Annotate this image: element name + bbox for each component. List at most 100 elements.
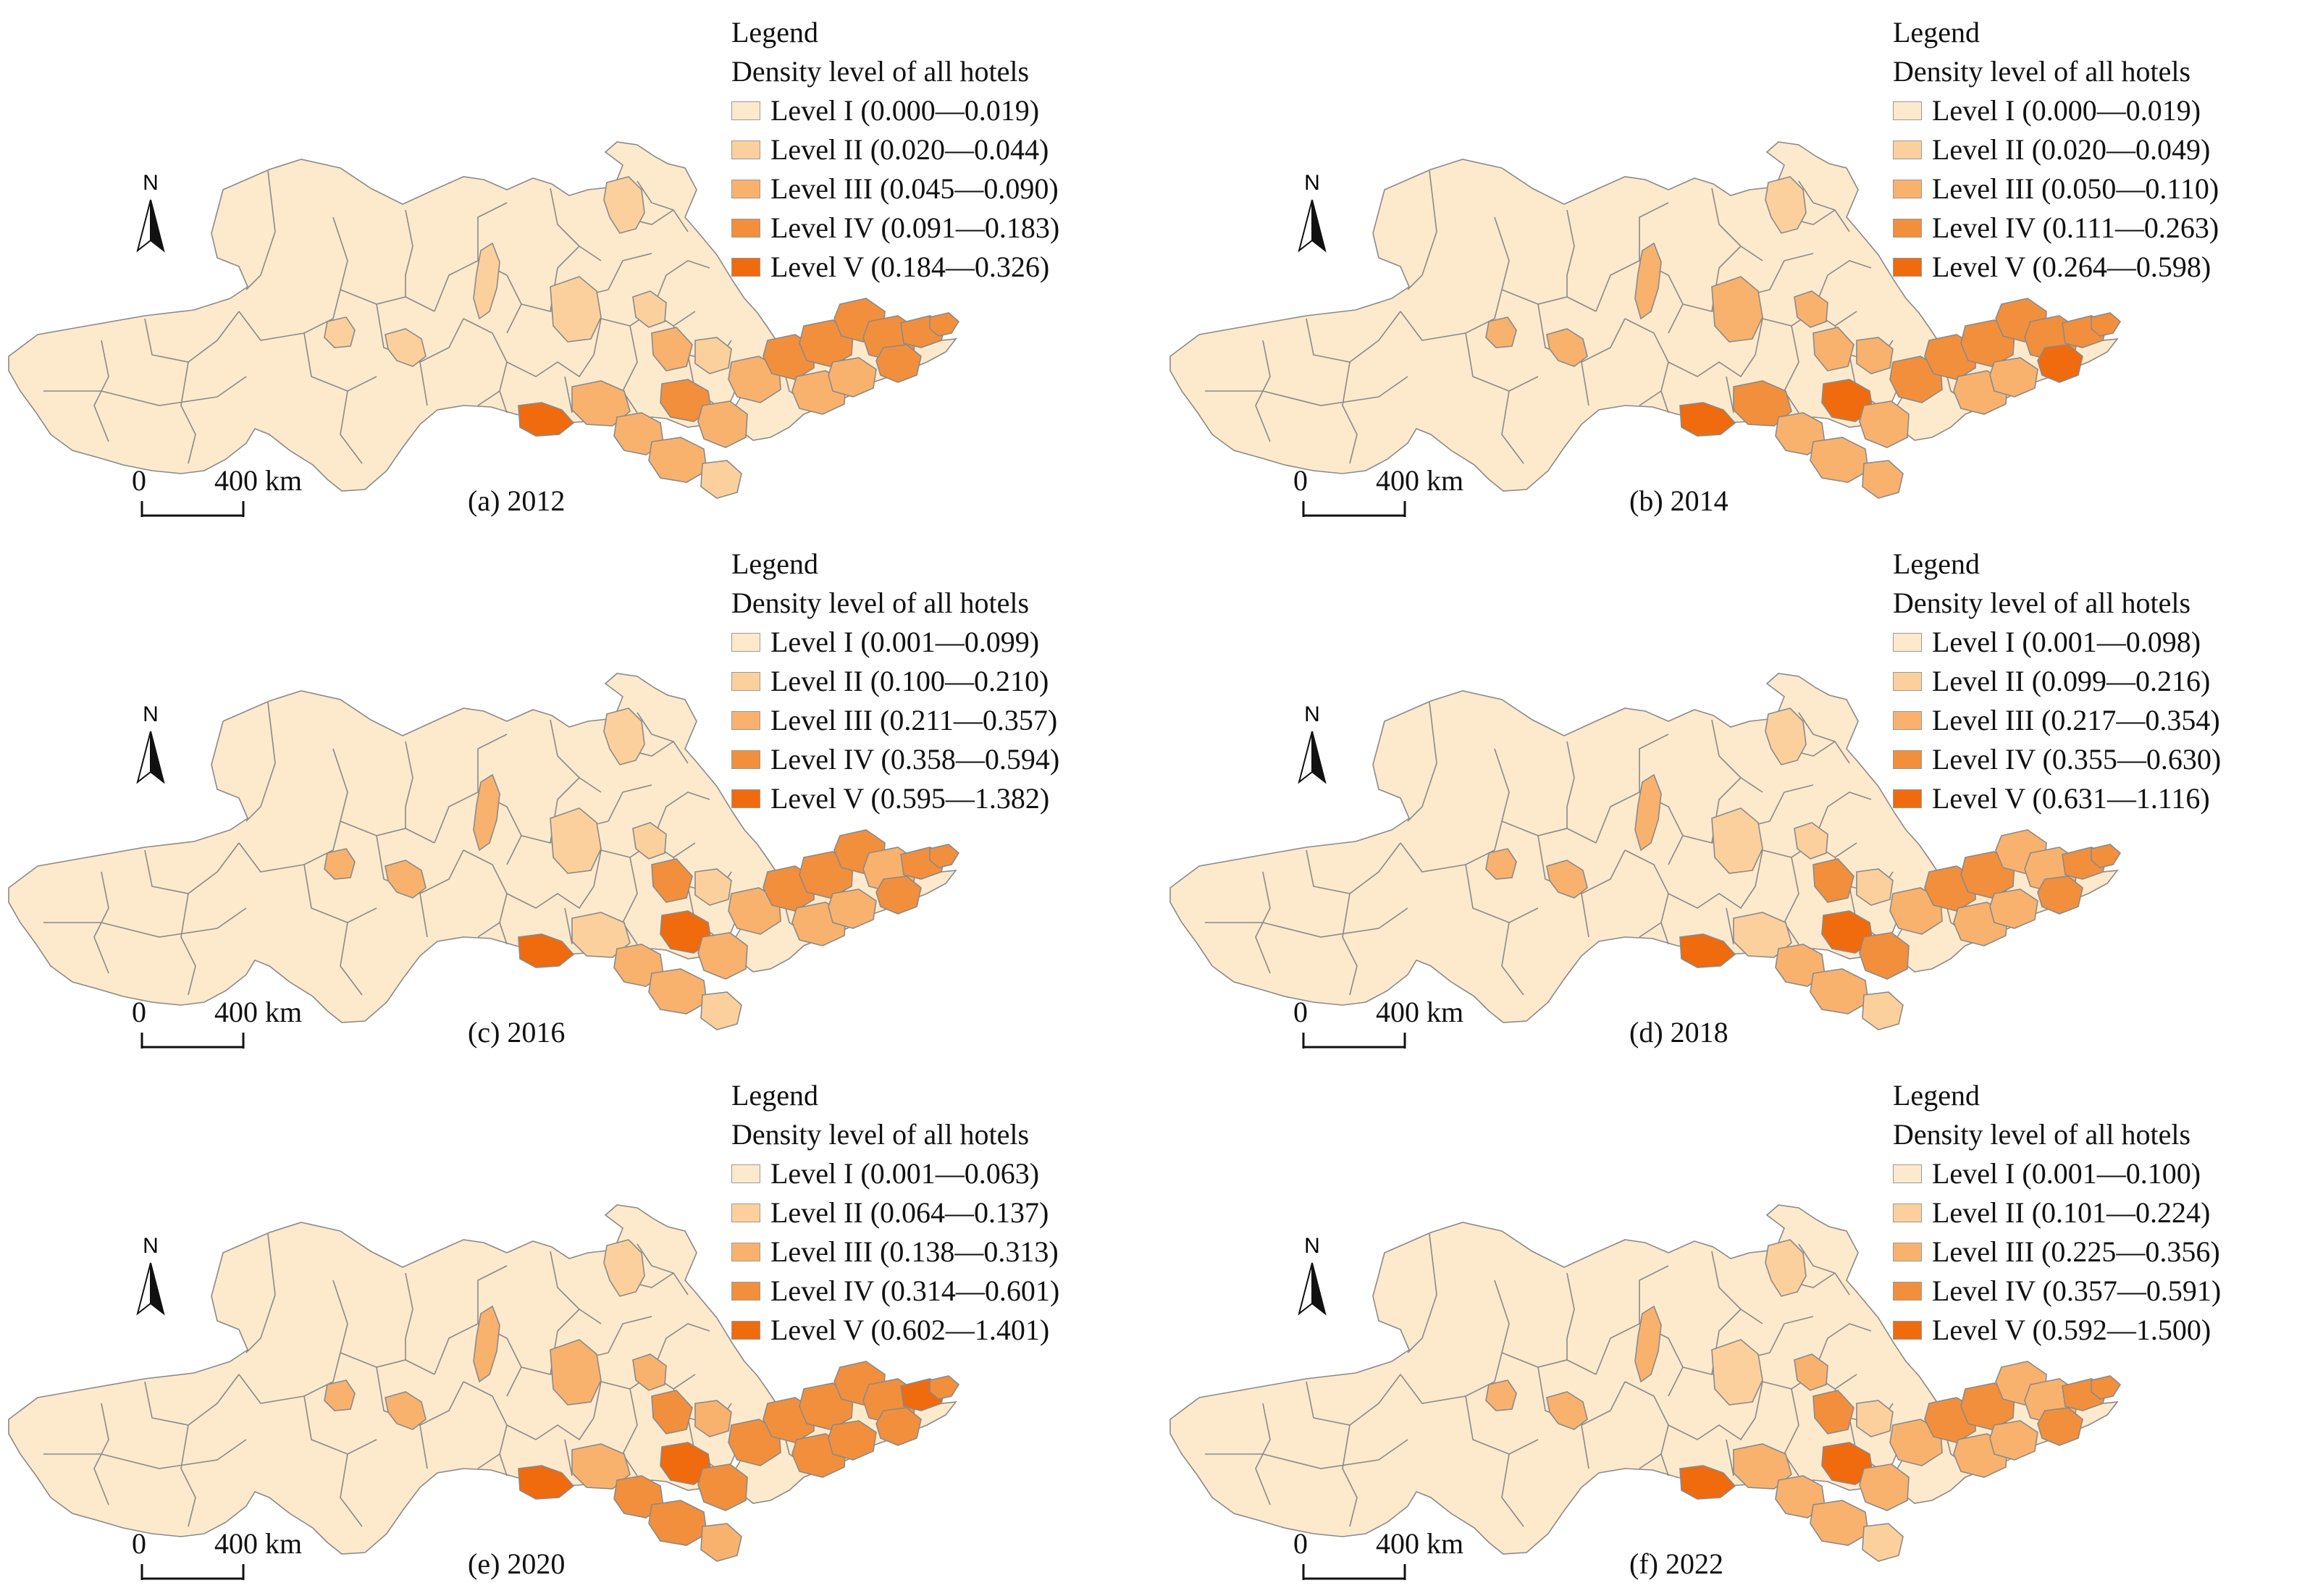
scale-bar — [1302, 1564, 1406, 1580]
legend-swatch — [731, 1204, 760, 1222]
legend-item-level-1: Level I (0.000—0.019) — [1893, 91, 2219, 130]
region-north-shaanxi — [1711, 276, 1763, 343]
legend-item-level-3: Level III (0.217—0.354) — [1893, 701, 2221, 740]
scale-zero-label: 0 — [1293, 464, 1308, 497]
north-arrow-label: N — [1304, 1234, 1320, 1258]
legend-label: Level IV (0.314—0.601) — [770, 1274, 1060, 1307]
north-arrow-left-icon — [136, 731, 151, 784]
scale-zero-label: 0 — [132, 464, 146, 497]
legend-label: Level II (0.020—0.044) — [770, 133, 1049, 166]
legend-label: Level IV (0.111—0.263) — [1932, 211, 2219, 244]
region-central-shanxi — [1812, 858, 1854, 903]
north-arrow-left-icon — [1298, 731, 1313, 784]
region-hohhot — [1765, 1239, 1807, 1297]
panel-caption: (d) 2018 — [1629, 1016, 1728, 1049]
region-weihai — [2091, 312, 2122, 337]
legend-item-level-5: Level V (0.602—1.401) — [731, 1311, 1059, 1350]
region-taiyuan — [1794, 822, 1828, 860]
choropleth-map: N — [8, 1204, 960, 1580]
region-henan-far-south — [1862, 460, 1904, 499]
legend: Legend Density level of all hotels Level… — [1893, 13, 2219, 287]
north-arrow-label: N — [1304, 171, 1320, 195]
legend-swatch — [1893, 219, 1922, 238]
legend-item-level-2: Level II (0.101—0.224) — [1893, 1193, 2221, 1232]
region-lanzhou — [385, 328, 427, 367]
region-taiyuan — [1794, 1353, 1828, 1391]
region-hohhot — [603, 1239, 645, 1297]
region-henan-far-south — [1862, 991, 1904, 1030]
region-north-shaanxi — [550, 1339, 602, 1406]
region-qinghai-east — [1485, 848, 1517, 880]
scale-bar — [140, 1564, 245, 1580]
legend-item-level-5: Level V (0.631—1.116) — [1893, 779, 2221, 818]
legend: Legend Density level of all hotels Level… — [731, 545, 1059, 818]
scale-zero-label: 0 — [132, 1527, 146, 1560]
north-arrow-left-icon — [136, 199, 151, 253]
region-ningxia — [1634, 1305, 1662, 1383]
region-shandong-west — [1889, 356, 1943, 403]
legend-item-level-4: Level IV (0.357—0.591) — [1893, 1272, 2221, 1311]
legend-label: Level V (0.595—1.382) — [770, 782, 1050, 815]
legend-swatch — [731, 789, 760, 808]
scale-bar — [1302, 501, 1406, 517]
legend-item-level-2: Level II (0.100—0.210) — [731, 662, 1059, 701]
legend: Legend Density level of all hotels Level… — [1893, 1076, 2221, 1350]
legend-swatch — [1893, 633, 1922, 652]
choropleth-map: N — [1169, 673, 2122, 1049]
legend-swatch — [1893, 672, 1922, 691]
region-lanzhou — [1546, 328, 1588, 367]
legend-swatch — [731, 1164, 760, 1183]
legend-swatch — [1893, 1243, 1922, 1261]
region-henan-far-south — [700, 991, 742, 1030]
legend-swatch — [731, 1243, 760, 1261]
legend-swatch — [1893, 258, 1922, 277]
legend-swatch — [1893, 180, 1922, 198]
legend-swatch — [731, 1321, 760, 1340]
legend-item-level-5: Level V (0.264—0.598) — [1893, 248, 2219, 287]
region-xian — [518, 933, 575, 968]
north-arrow-label: N — [143, 171, 159, 195]
legend-label: Level IV (0.355—0.630) — [1932, 743, 2222, 776]
region-henan-far-south — [1862, 1523, 1904, 1562]
legend-item-level-5: Level V (0.595—1.382) — [731, 779, 1059, 818]
scale-max-label: 400 km — [214, 1527, 303, 1560]
north-arrow: N — [1298, 171, 1327, 253]
legend-label: Level I (0.001—0.098) — [1932, 626, 2201, 658]
scale-bar — [140, 1033, 245, 1049]
region-hebei-south — [694, 1400, 732, 1437]
legend-subtitle: Density level of all hotels — [731, 1118, 1030, 1151]
scale-max-label: 400 km — [1376, 464, 1464, 497]
legend-item-level-3: Level III (0.211—0.357) — [731, 701, 1059, 740]
region-xian — [1679, 933, 1736, 968]
legend-label: Level II (0.020—0.049) — [1932, 133, 2211, 166]
legend-swatch — [1893, 1204, 1922, 1222]
legend-label: Level V (0.264—0.598) — [1932, 251, 2211, 283]
region-central-shanxi — [1812, 1390, 1854, 1435]
region-central-shanxi — [651, 327, 693, 371]
legend-subtitle: Density level of all hotels — [1893, 587, 2191, 619]
region-shandong-west — [728, 1419, 781, 1466]
region-weihai — [2091, 1375, 2122, 1400]
region-taiyuan — [632, 1353, 667, 1391]
legend-swatch — [1893, 140, 1922, 159]
legend-swatch — [731, 633, 760, 652]
scale-max-label: 400 km — [214, 996, 303, 1028]
region-ningxia — [1634, 242, 1662, 320]
choropleth-map: N — [8, 673, 960, 1049]
region-hohhot — [1765, 176, 1807, 234]
choropleth-map: N — [1169, 1204, 2122, 1580]
north-arrow: N — [136, 702, 165, 784]
legend-swatch — [1893, 101, 1922, 120]
legend-label: Level III (0.217—0.354) — [1932, 704, 2220, 736]
region-shandong-west — [1889, 1419, 1943, 1466]
region-linyi — [1989, 889, 2038, 929]
north-arrow-right-icon — [150, 731, 165, 784]
map-panel-2018: N 0 400 km Legend Density level of all h… — [1162, 532, 2323, 1063]
region-henan-east — [1859, 932, 1910, 980]
legend-item-level-1: Level I (0.001—0.100) — [1893, 1154, 2221, 1193]
legend-label: Level I (0.001—0.099) — [770, 626, 1040, 658]
legend-label: Level II (0.064—0.137) — [770, 1196, 1049, 1229]
legend-item-level-4: Level IV (0.314—0.601) — [731, 1272, 1059, 1311]
legend-subtitle: Density level of all hotels — [731, 587, 1030, 619]
north-arrow: N — [1298, 702, 1327, 784]
